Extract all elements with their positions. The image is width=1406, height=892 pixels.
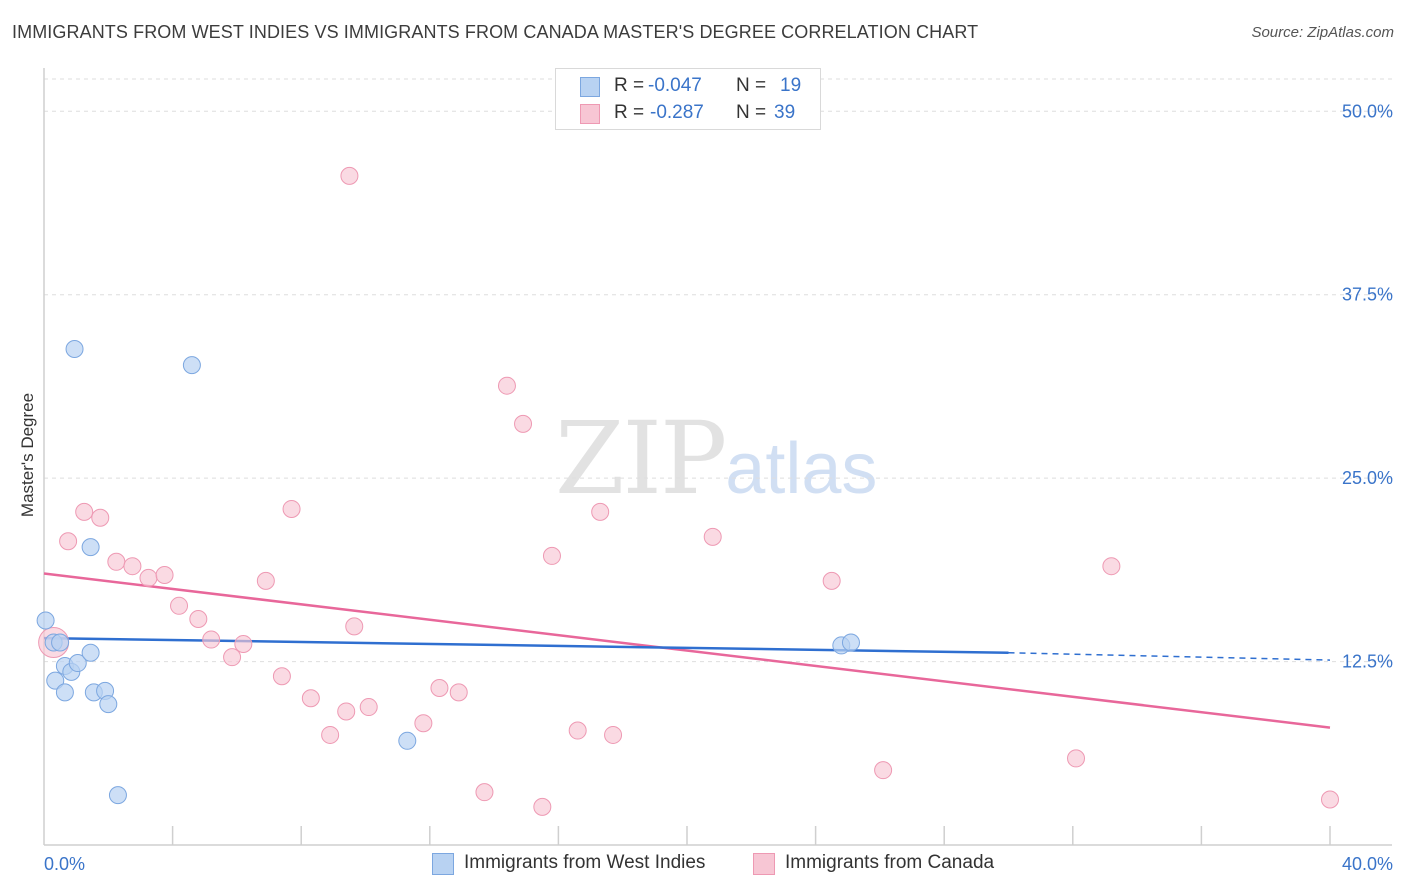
legend-n-label: N = [736, 102, 767, 123]
data-point-canada [542, 546, 561, 565]
data-point-west-indies [182, 356, 201, 375]
legend-n-value: 39 [774, 102, 796, 123]
trend-line-west-indies [43, 636, 1009, 655]
data-point-canada [321, 725, 340, 744]
chart-title: IMMIGRANTS FROM WEST INDIES VS IMMIGRANT… [12, 22, 979, 42]
legend-r-value: -0.287 [650, 102, 704, 123]
watermark: ZIPatlas [555, 400, 878, 517]
data-point-canada [59, 532, 78, 551]
data-point-canada [359, 698, 378, 717]
bottom-legend-swatch-west-indies [432, 853, 454, 875]
data-point-west-indies [108, 786, 127, 805]
legend-n-value: 19 [780, 75, 802, 96]
data-point-canada [139, 568, 158, 587]
source-label: Source: ZipAtlas.com [1251, 24, 1394, 41]
data-point-canada [223, 648, 242, 667]
data-point-canada [568, 721, 587, 740]
data-point-canada [256, 571, 275, 590]
data-point-canada [189, 610, 208, 629]
correlation-legend: R = -0.047 N = 19 R = -0.287 N = 39 [555, 68, 821, 130]
data-point-canada [533, 797, 552, 816]
y-axis-label: Master's Degree [18, 392, 37, 518]
trend-line-canada [43, 572, 1331, 729]
legend-r-label: R = [614, 102, 645, 123]
data-point-canada [874, 761, 893, 780]
data-point-west-indies [81, 643, 100, 662]
data-point-west-indies [65, 340, 84, 359]
data-point-west-indies [81, 538, 100, 557]
data-point-west-indies [51, 633, 70, 652]
legend-swatch-west-indies [580, 77, 600, 97]
bottom-legend-label-canada: Immigrants from Canada [785, 852, 995, 873]
data-point-canada [272, 667, 291, 686]
data-point-canada [703, 527, 722, 546]
data-point-canada [91, 508, 110, 527]
data-point-west-indies [68, 654, 87, 673]
x-tick-label: 0.0% [44, 854, 85, 874]
y-tick-label: 50.0% [1342, 101, 1393, 121]
data-point-canada [202, 630, 221, 649]
data-point-canada [604, 725, 623, 744]
data-point-canada [345, 617, 364, 636]
data-point-canada [591, 502, 610, 521]
data-point-canada [430, 678, 449, 697]
legend-n-label: N = [736, 75, 767, 96]
data-point-canada [1321, 790, 1339, 809]
data-point-canada [340, 166, 359, 185]
data-point-west-indies [46, 671, 65, 690]
data-point-west-indies [55, 683, 74, 702]
bottom-legend-swatch-canada [753, 853, 775, 875]
data-point-west-indies [36, 611, 55, 630]
data-point-canada [449, 683, 468, 702]
data-point-canada [475, 783, 494, 802]
data-point-west-indies [398, 731, 417, 750]
legend-swatch-canada [580, 104, 600, 124]
data-point-canada [497, 376, 516, 395]
data-point-west-indies [99, 695, 118, 714]
data-point-canada [822, 571, 841, 590]
data-point-canada [1067, 749, 1086, 768]
data-point-canada [234, 634, 253, 653]
bottom-legend-label-west-indies: Immigrants from West Indies [464, 852, 706, 873]
y-tick-label: 12.5% [1342, 652, 1393, 672]
data-point-canada [155, 565, 174, 584]
legend-r-label: R = [614, 75, 645, 96]
y-tick-label: 25.0% [1342, 468, 1393, 488]
data-point-canada [414, 714, 433, 733]
data-point-west-indies [841, 633, 860, 652]
data-point-canada [107, 552, 126, 571]
trend-line-west-indies-extension [1008, 652, 1331, 661]
y-tick-label: 37.5% [1342, 285, 1393, 305]
data-point-canada [1102, 557, 1121, 576]
x-tick-label: 40.0% [1342, 854, 1393, 874]
data-point-canada [301, 689, 320, 708]
legend-r-value: -0.047 [648, 75, 702, 96]
data-point-canada [514, 414, 533, 433]
data-point-canada [282, 499, 301, 518]
data-point-canada [337, 702, 356, 721]
data-point-canada [170, 596, 189, 615]
data-point-canada [75, 502, 94, 521]
data-point-canada [123, 557, 142, 576]
